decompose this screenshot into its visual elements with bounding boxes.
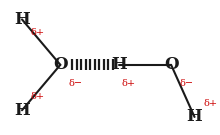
Text: δ−: δ−: [180, 79, 194, 88]
Text: δ+: δ+: [31, 28, 45, 37]
Text: H: H: [14, 102, 30, 119]
Text: H: H: [14, 11, 30, 28]
Text: δ+: δ+: [31, 92, 45, 101]
Text: δ−: δ−: [69, 79, 83, 88]
Text: O: O: [164, 56, 178, 73]
Text: H: H: [187, 108, 202, 125]
Text: H: H: [111, 56, 127, 73]
Text: O: O: [53, 56, 68, 73]
Text: δ+: δ+: [121, 79, 135, 88]
Text: δ+: δ+: [203, 99, 217, 108]
